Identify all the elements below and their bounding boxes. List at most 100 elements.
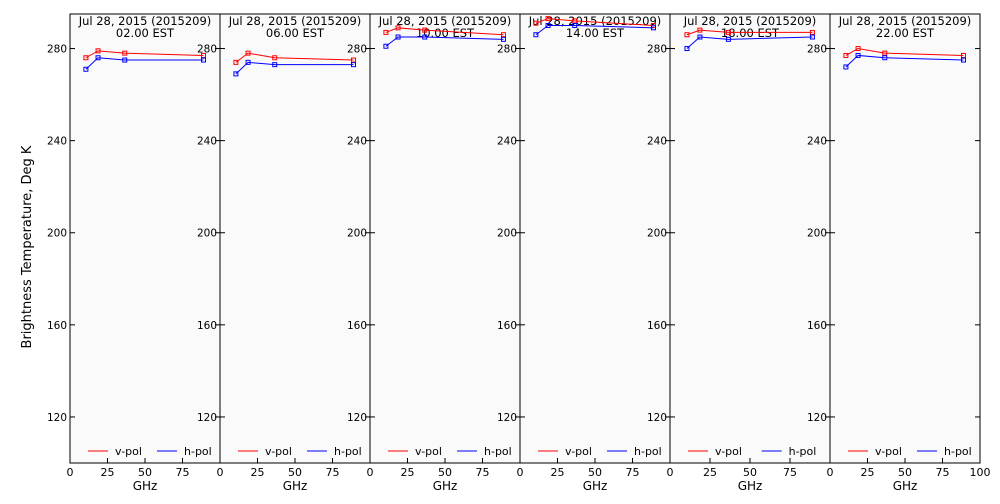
data-point-h-pol [651,25,656,31]
legend-label-h-pol: h-pol [789,445,817,458]
panel-subtitle: 10.00 EST [416,26,475,40]
series-line-v-pol [845,48,964,56]
series-line-h-pol [85,57,204,70]
y-tick-label: 280 [807,44,827,56]
data-point-v-pol [809,29,815,35]
data-point-h-pol [95,55,101,61]
panel-4: Jul 28, 2015 (2015209)14.00 EST120160200… [497,13,671,493]
x-tick-label: 0 [667,466,674,479]
panel-subtitle: 02.00 EST [116,26,175,40]
y-tick-label: 160 [347,320,367,332]
x-axis-title: GHz [893,479,918,493]
data-point-h-pol [855,52,861,58]
data-point-h-pol [351,62,356,68]
data-point-v-pol [697,27,703,33]
series-line-v-pol [535,18,654,27]
x-tick-label: 75 [476,466,490,479]
x-tick-label: 50 [743,466,757,479]
y-tick-label: 280 [47,44,67,56]
data-point-v-pol [855,46,861,52]
data-point-v-pol [95,48,101,54]
data-point-v-pol [961,52,966,58]
x-tick-label: 75 [176,466,190,479]
data-point-v-pol [272,55,278,61]
data-point-v-pol [684,32,690,38]
legend-label-v-pol: v-pol [115,445,142,458]
x-tick-label: 0 [827,466,834,479]
y-tick-label: 240 [807,136,827,148]
x-tick-label: 50 [588,466,602,479]
data-point-h-pol [245,59,251,65]
legend-label-v-pol: v-pol [875,445,902,458]
panel-subtitle: 14.00 EST [566,26,625,40]
panel-subtitle: 22.00 EST [876,26,935,40]
legend-label-h-pol: h-pol [634,445,662,458]
panel-frame [69,13,221,464]
series-line-v-pol [385,27,504,36]
data-point-h-pol [272,62,278,68]
data-point-h-pol [809,34,815,40]
data-point-h-pol [843,64,849,70]
y-tick-label: 280 [497,44,517,56]
data-point-h-pol [233,71,239,77]
panel-5: Jul 28, 2015 (2015209)18.00 EST 120 160 200… [647,13,831,493]
data-point-h-pol [961,57,966,63]
x-tick-label: 25 [401,466,415,479]
data-point-h-pol [545,23,551,29]
series-line-h-pol [686,36,813,49]
data-point-v-pol [572,18,578,24]
x-tick-label: 25 [251,466,265,479]
panel-title: Jul 28, 2015 (2015209) [683,14,817,28]
panel-subtitle: 06.00 EST [266,26,325,40]
y-tick-label: 160 [47,320,67,332]
data-point-v-pol [83,55,89,61]
legend-label-v-pol: v-pol [265,445,292,458]
data-point-v-pol [351,57,356,63]
data-point-h-pol [122,57,128,63]
y-axis-title: Brightness Temperature, Deg K [20,145,35,348]
data-point-h-pol [422,34,428,40]
x-tick-label: 0 [367,466,374,479]
data-point-v-pol [201,52,206,58]
panel-subtitle: 18.00 EST [721,26,780,40]
panel-frame [219,13,371,464]
x-axis-title: GHz [133,479,158,493]
legend-label-h-pol: h-pol [334,445,362,458]
x-tick-label: 0 [517,466,524,479]
data-point-v-pol [122,50,128,56]
y-tick-label: 160 [647,320,667,332]
series-line-h-pol [235,61,354,75]
panel-title: Jul 28, 2015 (2015209) [228,14,362,28]
x-tick-label: 25 [551,466,565,479]
legend-label-h-pol: h-pol [944,445,972,458]
series-line-v-pol [85,50,204,59]
y-tick-label: 240 [197,136,217,148]
x-tick-label: 75 [783,466,797,479]
legend-label-v-pol: v-pol [565,445,592,458]
x-tick-label: 50 [288,466,302,479]
chart-panels: Jul 28, 2015 (2015209) 02.00 EST 120 160 200… [47,13,991,493]
y-tick-label: 280 [647,44,667,56]
legend-label-v-pol: v-pol [715,445,742,458]
legend-label-h-pol: h-pol [184,445,212,458]
y-tick-label: 200 [197,228,217,240]
y-tick-label: 200 [47,228,67,240]
legend-label-h-pol: h-pol [484,445,512,458]
data-point-v-pol [882,50,888,56]
data-point-v-pol [245,50,251,56]
y-tick-label: 200 [497,228,517,240]
data-point-h-pol [395,34,401,40]
x-tick-label: 25 [703,466,717,479]
y-tick-label: 120 [197,412,217,424]
x-tick-label: 0 [67,466,74,479]
x-tick-label: 0 [217,466,224,479]
y-tick-label: 120 [347,412,367,424]
y-tick-label: 240 [47,136,67,148]
legend-label-v-pol: v-pol [415,445,442,458]
data-point-h-pol [572,23,578,29]
x-tick-label: 50 [438,466,452,479]
data-point-h-pol [383,43,389,49]
x-axis-title: GHz [738,479,763,493]
